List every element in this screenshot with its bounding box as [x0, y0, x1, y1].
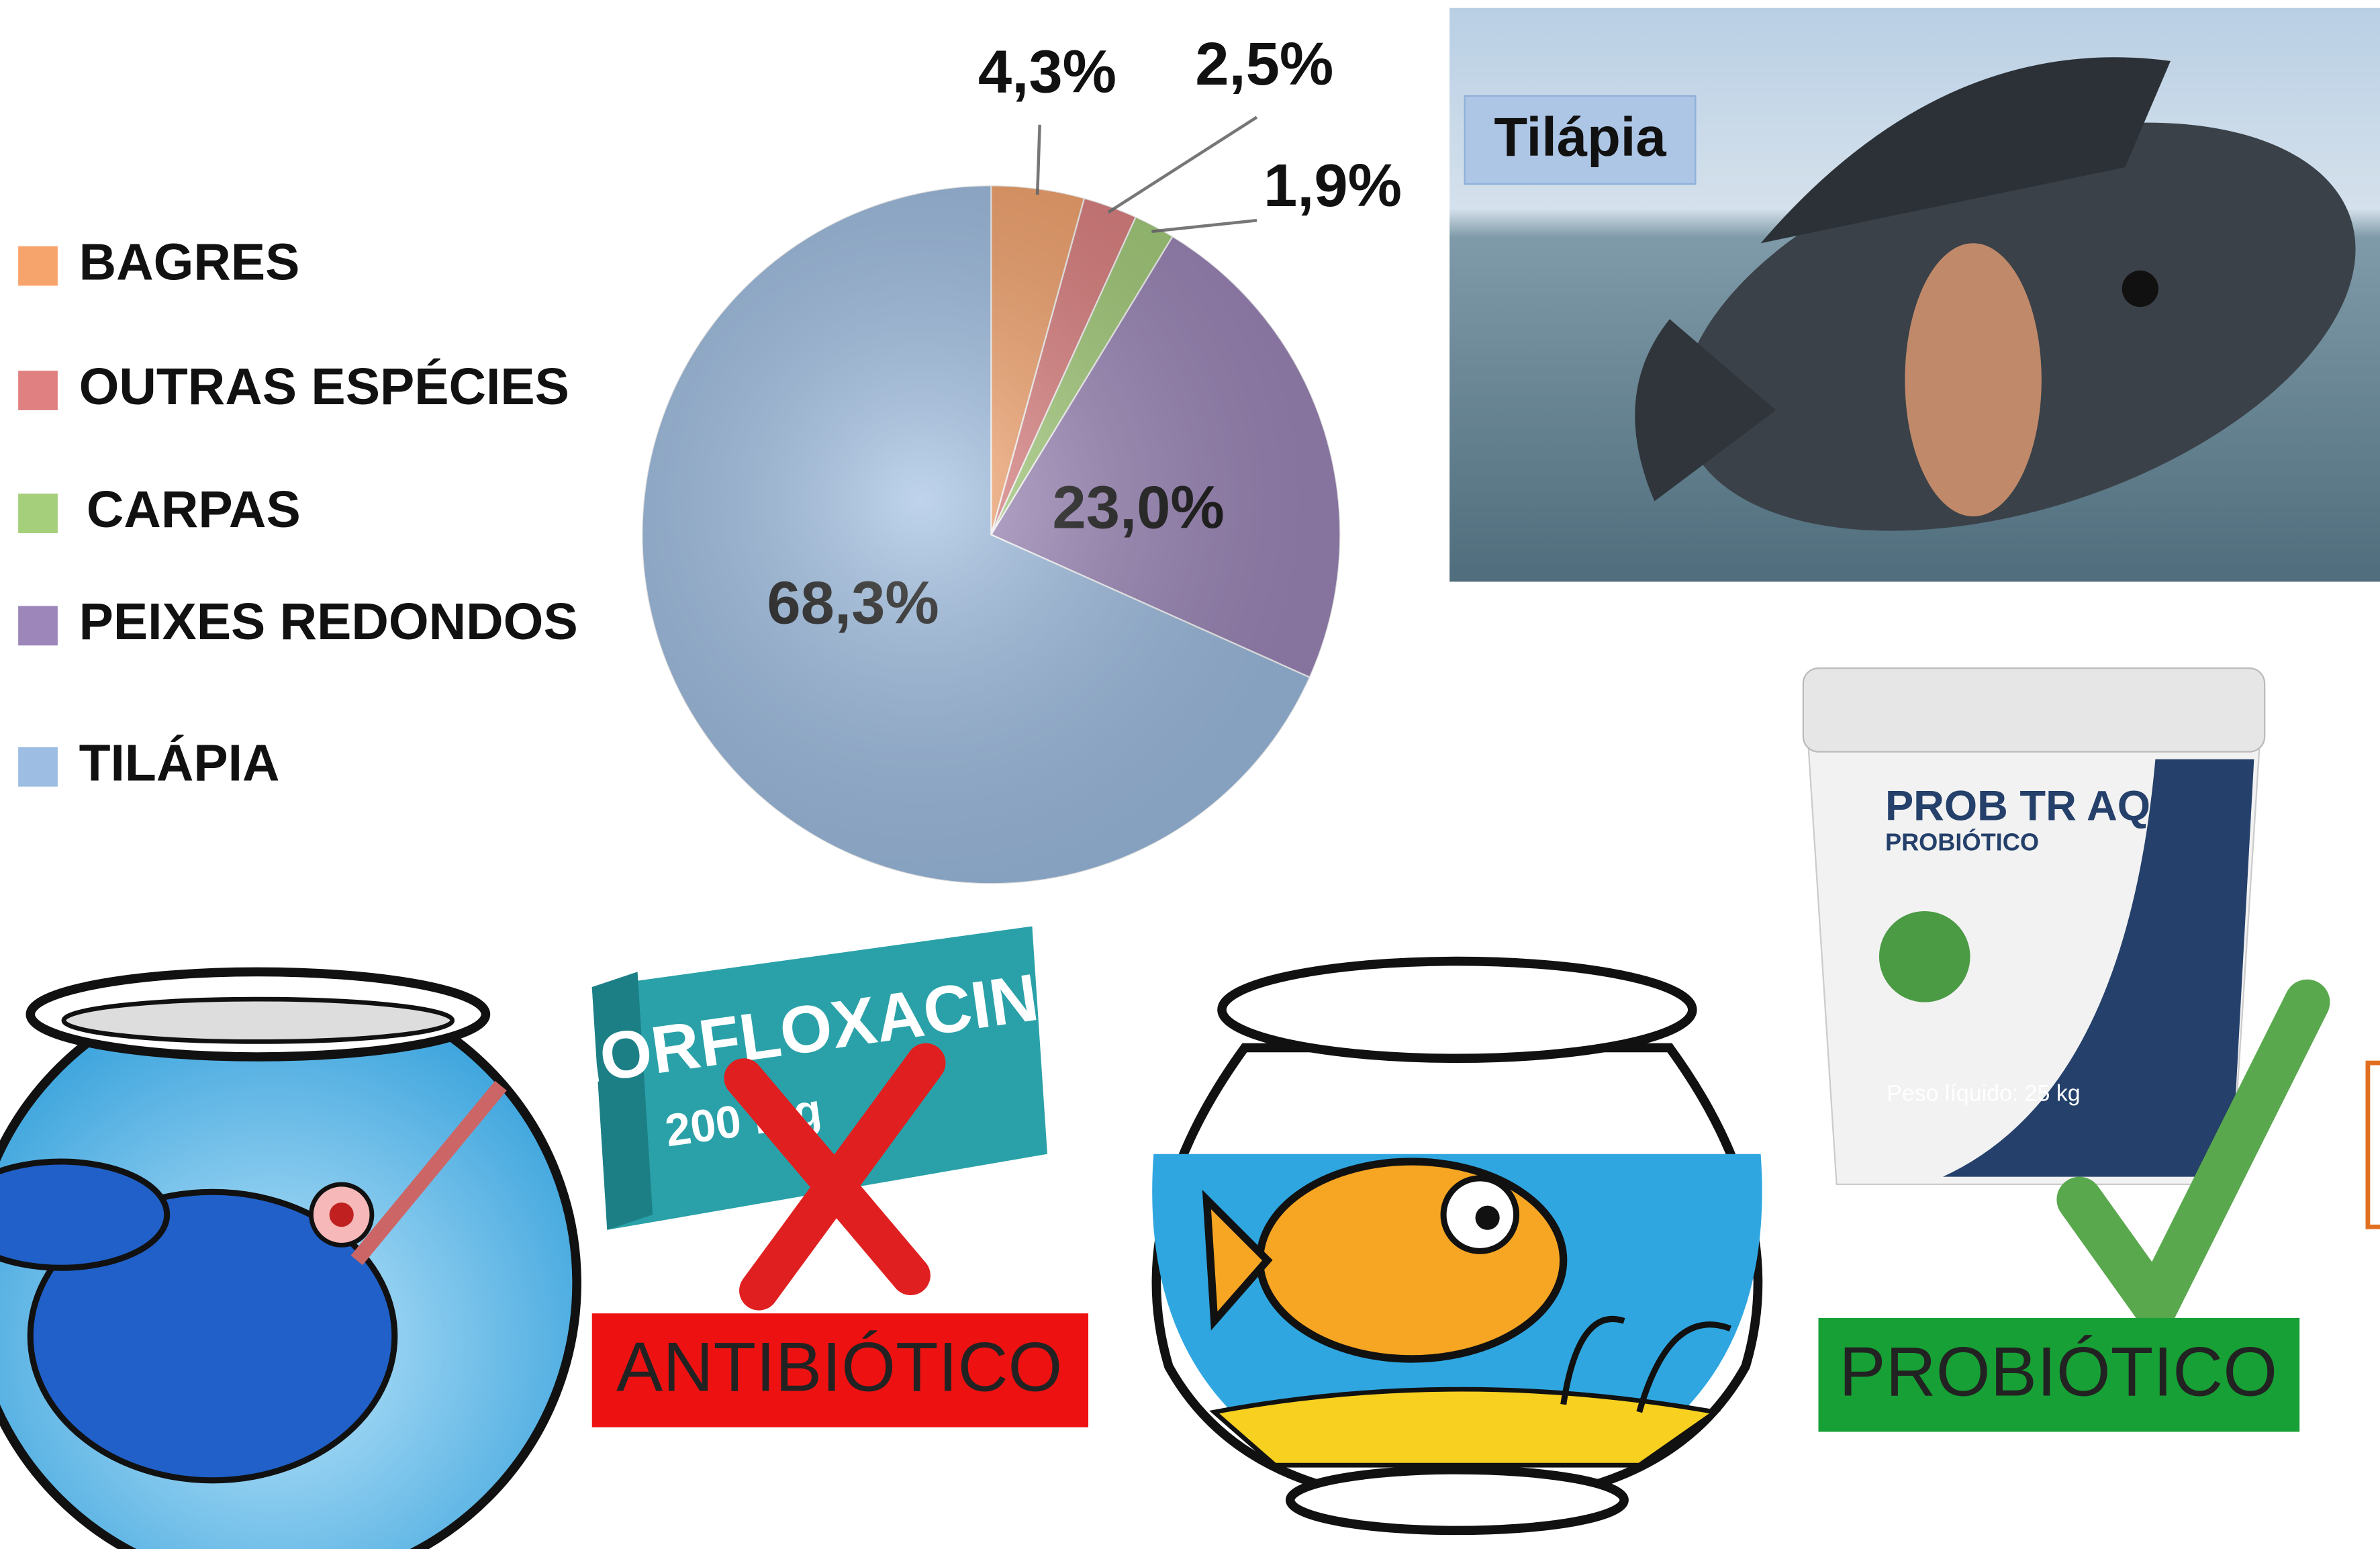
- legend-label: PEIXES REDONDOS: [79, 593, 578, 651]
- leader-line: [1037, 125, 1040, 195]
- legend-label: TILÁPIA: [79, 734, 280, 792]
- legend-swatch: [18, 747, 58, 787]
- legend-label: OUTRAS ESPÉCIES: [79, 358, 569, 416]
- value-label: 23,0%: [1052, 473, 1224, 541]
- legend-label: CARPAS: [87, 481, 301, 538]
- value-label: 2,5%: [1195, 30, 1333, 98]
- probiotic-bucket: PROB TR AQUA PROBIÓTICO Peso líquido: 25…: [1803, 668, 2380, 1431]
- leader-line: [1151, 220, 1257, 231]
- photo-label: Tilápia: [1494, 107, 1666, 168]
- pie-chart: 4,3% BAGRES 2,5% OUTRAS ESPÉCIES 1,9% CARPAS 2…: [18, 30, 1402, 884]
- legend-swatch: [18, 371, 58, 410]
- bucket-brand: PROB TR AQUA: [1885, 782, 2211, 829]
- page: Tilápia NORFLOXACINA 200 mg ANTIBIÓTICO: [0, 0, 2380, 1549]
- bucket-sub: PROBIÓTICO: [1885, 828, 2039, 856]
- antibiotic-box: NORFLOXACINA 200 mg ANTIBIÓTICO: [547, 927, 1090, 1427]
- value-label: 4,3%: [978, 38, 1116, 105]
- value-label: 1,9%: [1264, 152, 1402, 220]
- leader-line: [1108, 118, 1257, 213]
- antibiotic-label: ANTIBIÓTICO: [616, 1329, 1062, 1407]
- sick-fish-bowl: [0, 972, 577, 1549]
- legend-swatch: [18, 246, 58, 286]
- bucket-weight: Peso líquido: 25 kg: [1887, 1081, 2080, 1107]
- happy-fish-bowl: [1152, 961, 1762, 1531]
- value-label: 68,3%: [767, 569, 939, 637]
- tilapia-photo: Tilápia: [1449, 8, 2380, 608]
- probiotic-label: PROBIÓTICO: [1839, 1333, 2277, 1411]
- legend-swatch: [18, 494, 58, 533]
- legend-label: BAGRES: [79, 233, 300, 291]
- legend-swatch: [18, 606, 58, 646]
